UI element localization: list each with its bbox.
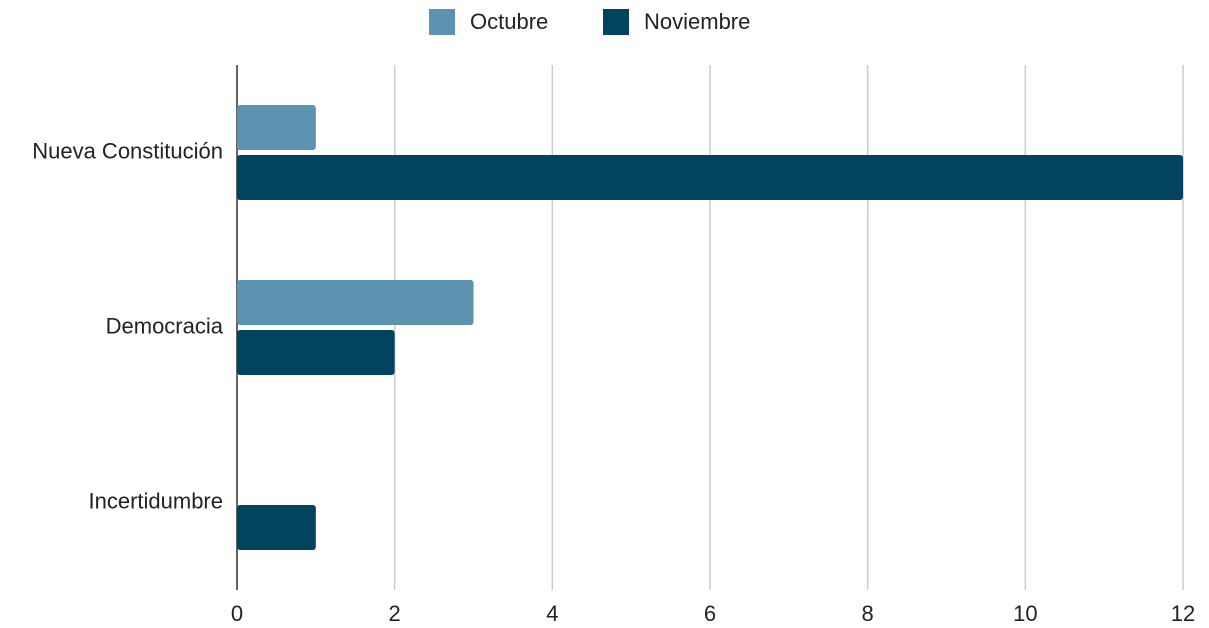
x-tick-label: 0 <box>231 601 243 626</box>
bar <box>237 505 316 550</box>
x-tick-label: 12 <box>1171 601 1195 626</box>
legend-label: Octubre <box>470 9 548 34</box>
legend-swatch <box>429 9 455 35</box>
legend-label: Noviembre <box>644 9 750 34</box>
x-tick-label: 10 <box>1013 601 1037 626</box>
x-tick-label: 2 <box>389 601 401 626</box>
x-tick-label: 6 <box>704 601 716 626</box>
y-tick-label: Democracia <box>106 313 224 338</box>
bar <box>237 330 395 375</box>
legend-swatch <box>603 9 629 35</box>
bar <box>237 280 474 325</box>
x-tick-label: 8 <box>862 601 874 626</box>
bar <box>237 105 316 150</box>
y-tick-label: Incertidumbre <box>88 488 223 513</box>
x-tick-label: 4 <box>546 601 558 626</box>
y-tick-label: Nueva Constitución <box>32 138 223 163</box>
bar <box>237 155 1183 200</box>
